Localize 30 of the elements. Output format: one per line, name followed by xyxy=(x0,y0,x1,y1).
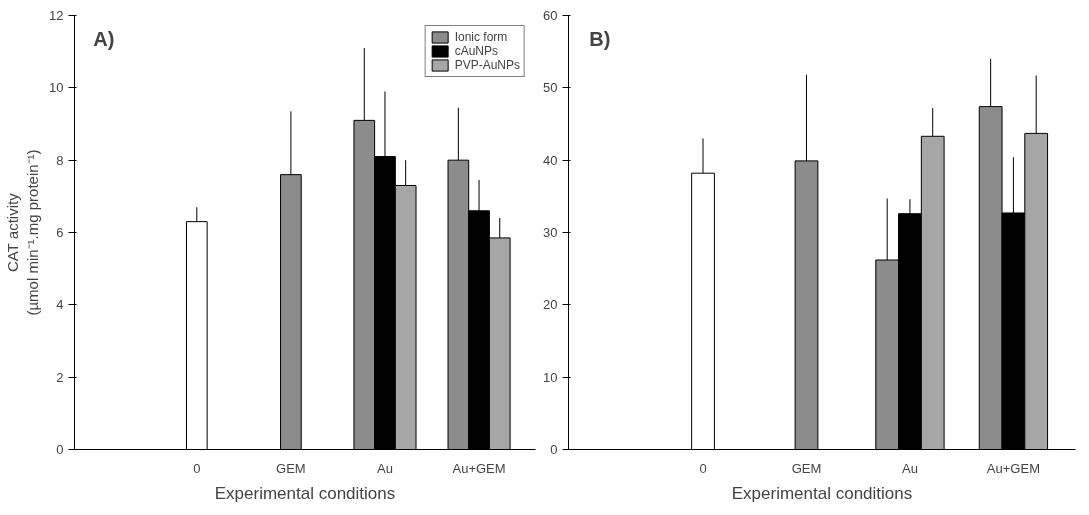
y-tick-label: 10 xyxy=(49,80,64,96)
x-tick-label: Au xyxy=(902,460,918,476)
legend-label: cAuNPs xyxy=(454,44,498,58)
y-tick-label: 6 xyxy=(56,225,64,240)
x-axis-title: Experimental conditions xyxy=(214,483,396,503)
y-tick-label: 2 xyxy=(56,369,64,385)
y-tick-label: 0 xyxy=(550,442,558,457)
x-tick-label: Au+GEM xyxy=(452,460,506,476)
y-tick-label: 8 xyxy=(56,152,64,168)
x-tick-label: 0 xyxy=(193,460,201,476)
x-tick-label: Au+GEM xyxy=(986,460,1040,476)
y-tick-label: 50 xyxy=(543,80,558,96)
y-tick-label: 40 xyxy=(543,152,558,168)
legend-label: PVP-AuNPs xyxy=(454,58,520,72)
annotation: B) xyxy=(589,28,611,51)
y-tick-label: 20 xyxy=(543,297,558,313)
x-tick-label: 0 xyxy=(699,460,707,476)
legend-label: Ionic form xyxy=(454,30,508,44)
y-tick-label: 12 xyxy=(49,8,64,23)
x-tick-label: GEM xyxy=(276,460,306,476)
y-tick-label: 4 xyxy=(56,297,64,313)
y-axis-title: CAT activity (µmol min⁻¹.mg protein⁻¹) xyxy=(3,149,42,316)
annotation: A) xyxy=(93,28,115,51)
y-tick-label: 10 xyxy=(543,369,558,385)
x-tick-label: GEM xyxy=(791,460,822,476)
y-tick-label: 0 xyxy=(56,442,64,457)
y-tick-label: 60 xyxy=(543,8,558,23)
y-tick-label: 30 xyxy=(543,225,558,240)
x-tick-label: Au xyxy=(377,460,393,476)
x-axis-title: Experimental conditions xyxy=(731,483,913,503)
